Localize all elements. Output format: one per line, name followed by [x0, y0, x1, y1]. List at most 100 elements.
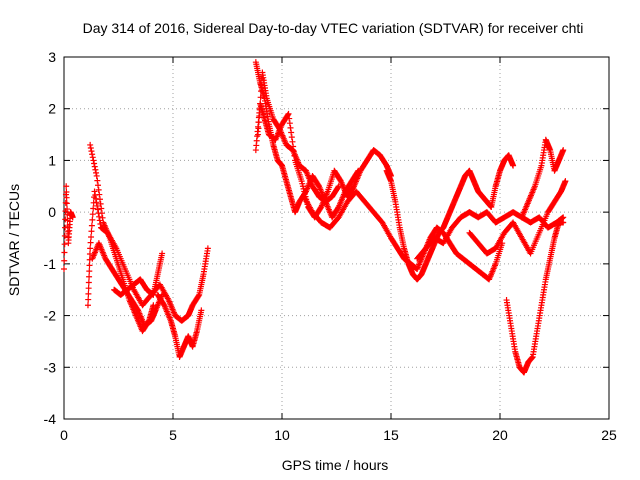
- y-tick-label: -3: [44, 359, 57, 375]
- data-point: [85, 285, 92, 292]
- data-point: [64, 206, 71, 213]
- data-point: [89, 211, 96, 218]
- chart-title: Day 314 of 2016, Sidereal Day-to-day VTE…: [83, 20, 584, 36]
- y-tick-label: 0: [48, 204, 56, 220]
- data-point: [287, 124, 294, 131]
- data-point: [560, 219, 567, 226]
- data-point: [286, 120, 293, 127]
- data-point: [288, 129, 295, 136]
- data-point: [89, 154, 96, 161]
- series-trace-9: [252, 100, 394, 221]
- data-points: [61, 59, 569, 376]
- y-tick-label: 1: [48, 152, 56, 168]
- data-point: [89, 151, 96, 158]
- data-point: [90, 157, 97, 164]
- data-point: [289, 138, 296, 145]
- series-trace-6: [154, 291, 205, 360]
- data-point: [93, 199, 100, 206]
- data-point: [86, 273, 93, 280]
- y-tick-label: -2: [44, 308, 57, 324]
- data-point: [69, 214, 76, 221]
- data-point: [86, 268, 93, 275]
- data-point: [88, 228, 95, 235]
- data-point: [290, 143, 297, 150]
- data-point: [85, 279, 92, 286]
- series-trace-13: [466, 178, 569, 257]
- plot-frame: [63, 56, 610, 420]
- data-point: [91, 160, 98, 167]
- data-point: [61, 241, 68, 248]
- data-point: [95, 182, 102, 189]
- x-tick-label: 0: [60, 427, 68, 443]
- data-point: [87, 145, 94, 152]
- data-point: [98, 205, 105, 212]
- data-point: [195, 292, 202, 299]
- series-trace-5: [111, 250, 166, 298]
- data-point: [96, 196, 103, 203]
- data-point: [61, 257, 68, 264]
- data-point: [85, 290, 92, 297]
- data-point: [87, 245, 94, 252]
- data-point: [96, 213, 103, 220]
- data-point: [84, 302, 91, 309]
- data-point: [91, 163, 98, 170]
- data-point: [560, 147, 567, 154]
- data-point: [86, 256, 93, 263]
- data-point: [61, 249, 68, 256]
- data-point: [288, 134, 295, 141]
- data-point: [198, 307, 205, 314]
- data-point: [85, 296, 92, 303]
- data-point: [95, 186, 102, 193]
- data-point: [562, 178, 569, 185]
- data-point: [94, 206, 101, 213]
- data-point: [63, 188, 70, 195]
- data-point: [88, 148, 95, 155]
- data-point: [93, 169, 100, 176]
- x-tick-label: 5: [169, 427, 177, 443]
- data-point: [159, 250, 166, 257]
- series-trace-14: [503, 219, 567, 376]
- data-point: [87, 141, 94, 148]
- data-point: [284, 111, 291, 118]
- data-point: [285, 110, 292, 117]
- data-point: [63, 194, 70, 201]
- x-axis-label: GPS time / hours: [282, 457, 389, 473]
- series-trace-15: [518, 136, 567, 221]
- data-point: [93, 172, 100, 179]
- data-point: [87, 239, 94, 246]
- data-point: [91, 188, 98, 195]
- data-point: [63, 200, 70, 207]
- data-point: [98, 210, 105, 217]
- data-point: [97, 200, 104, 207]
- x-tick-label: 10: [274, 427, 290, 443]
- data-point: [63, 183, 70, 190]
- y-tick-label: -4: [44, 411, 57, 427]
- data-point: [94, 202, 101, 209]
- series-trace-3: [87, 141, 157, 335]
- data-point: [94, 177, 101, 184]
- data-point: [335, 184, 342, 191]
- y-axis-label: SDTVAR / TECUs: [6, 184, 22, 296]
- data-point: [257, 94, 264, 101]
- data-point: [291, 152, 298, 159]
- data-point: [89, 216, 96, 223]
- data-point: [204, 245, 211, 252]
- data-point: [560, 214, 567, 221]
- data-point: [90, 205, 97, 212]
- data-point: [61, 232, 68, 239]
- y-tick-label: 2: [48, 101, 56, 117]
- data-point: [96, 191, 103, 198]
- data-point: [510, 162, 517, 169]
- data-point: [286, 115, 293, 122]
- data-point: [99, 214, 106, 221]
- data-point: [88, 233, 95, 240]
- y-tick-label: 3: [48, 49, 56, 65]
- data-point: [86, 262, 93, 269]
- x-tick-label: 20: [492, 427, 508, 443]
- x-tick-label: 25: [601, 427, 617, 443]
- series-trace-1: [61, 183, 76, 273]
- axis-ticks: 0 5 10 15 20 25 -4 -3 -2 -1 0 1 2 3: [44, 49, 617, 443]
- x-tick-label: 15: [383, 427, 399, 443]
- data-point: [88, 222, 95, 229]
